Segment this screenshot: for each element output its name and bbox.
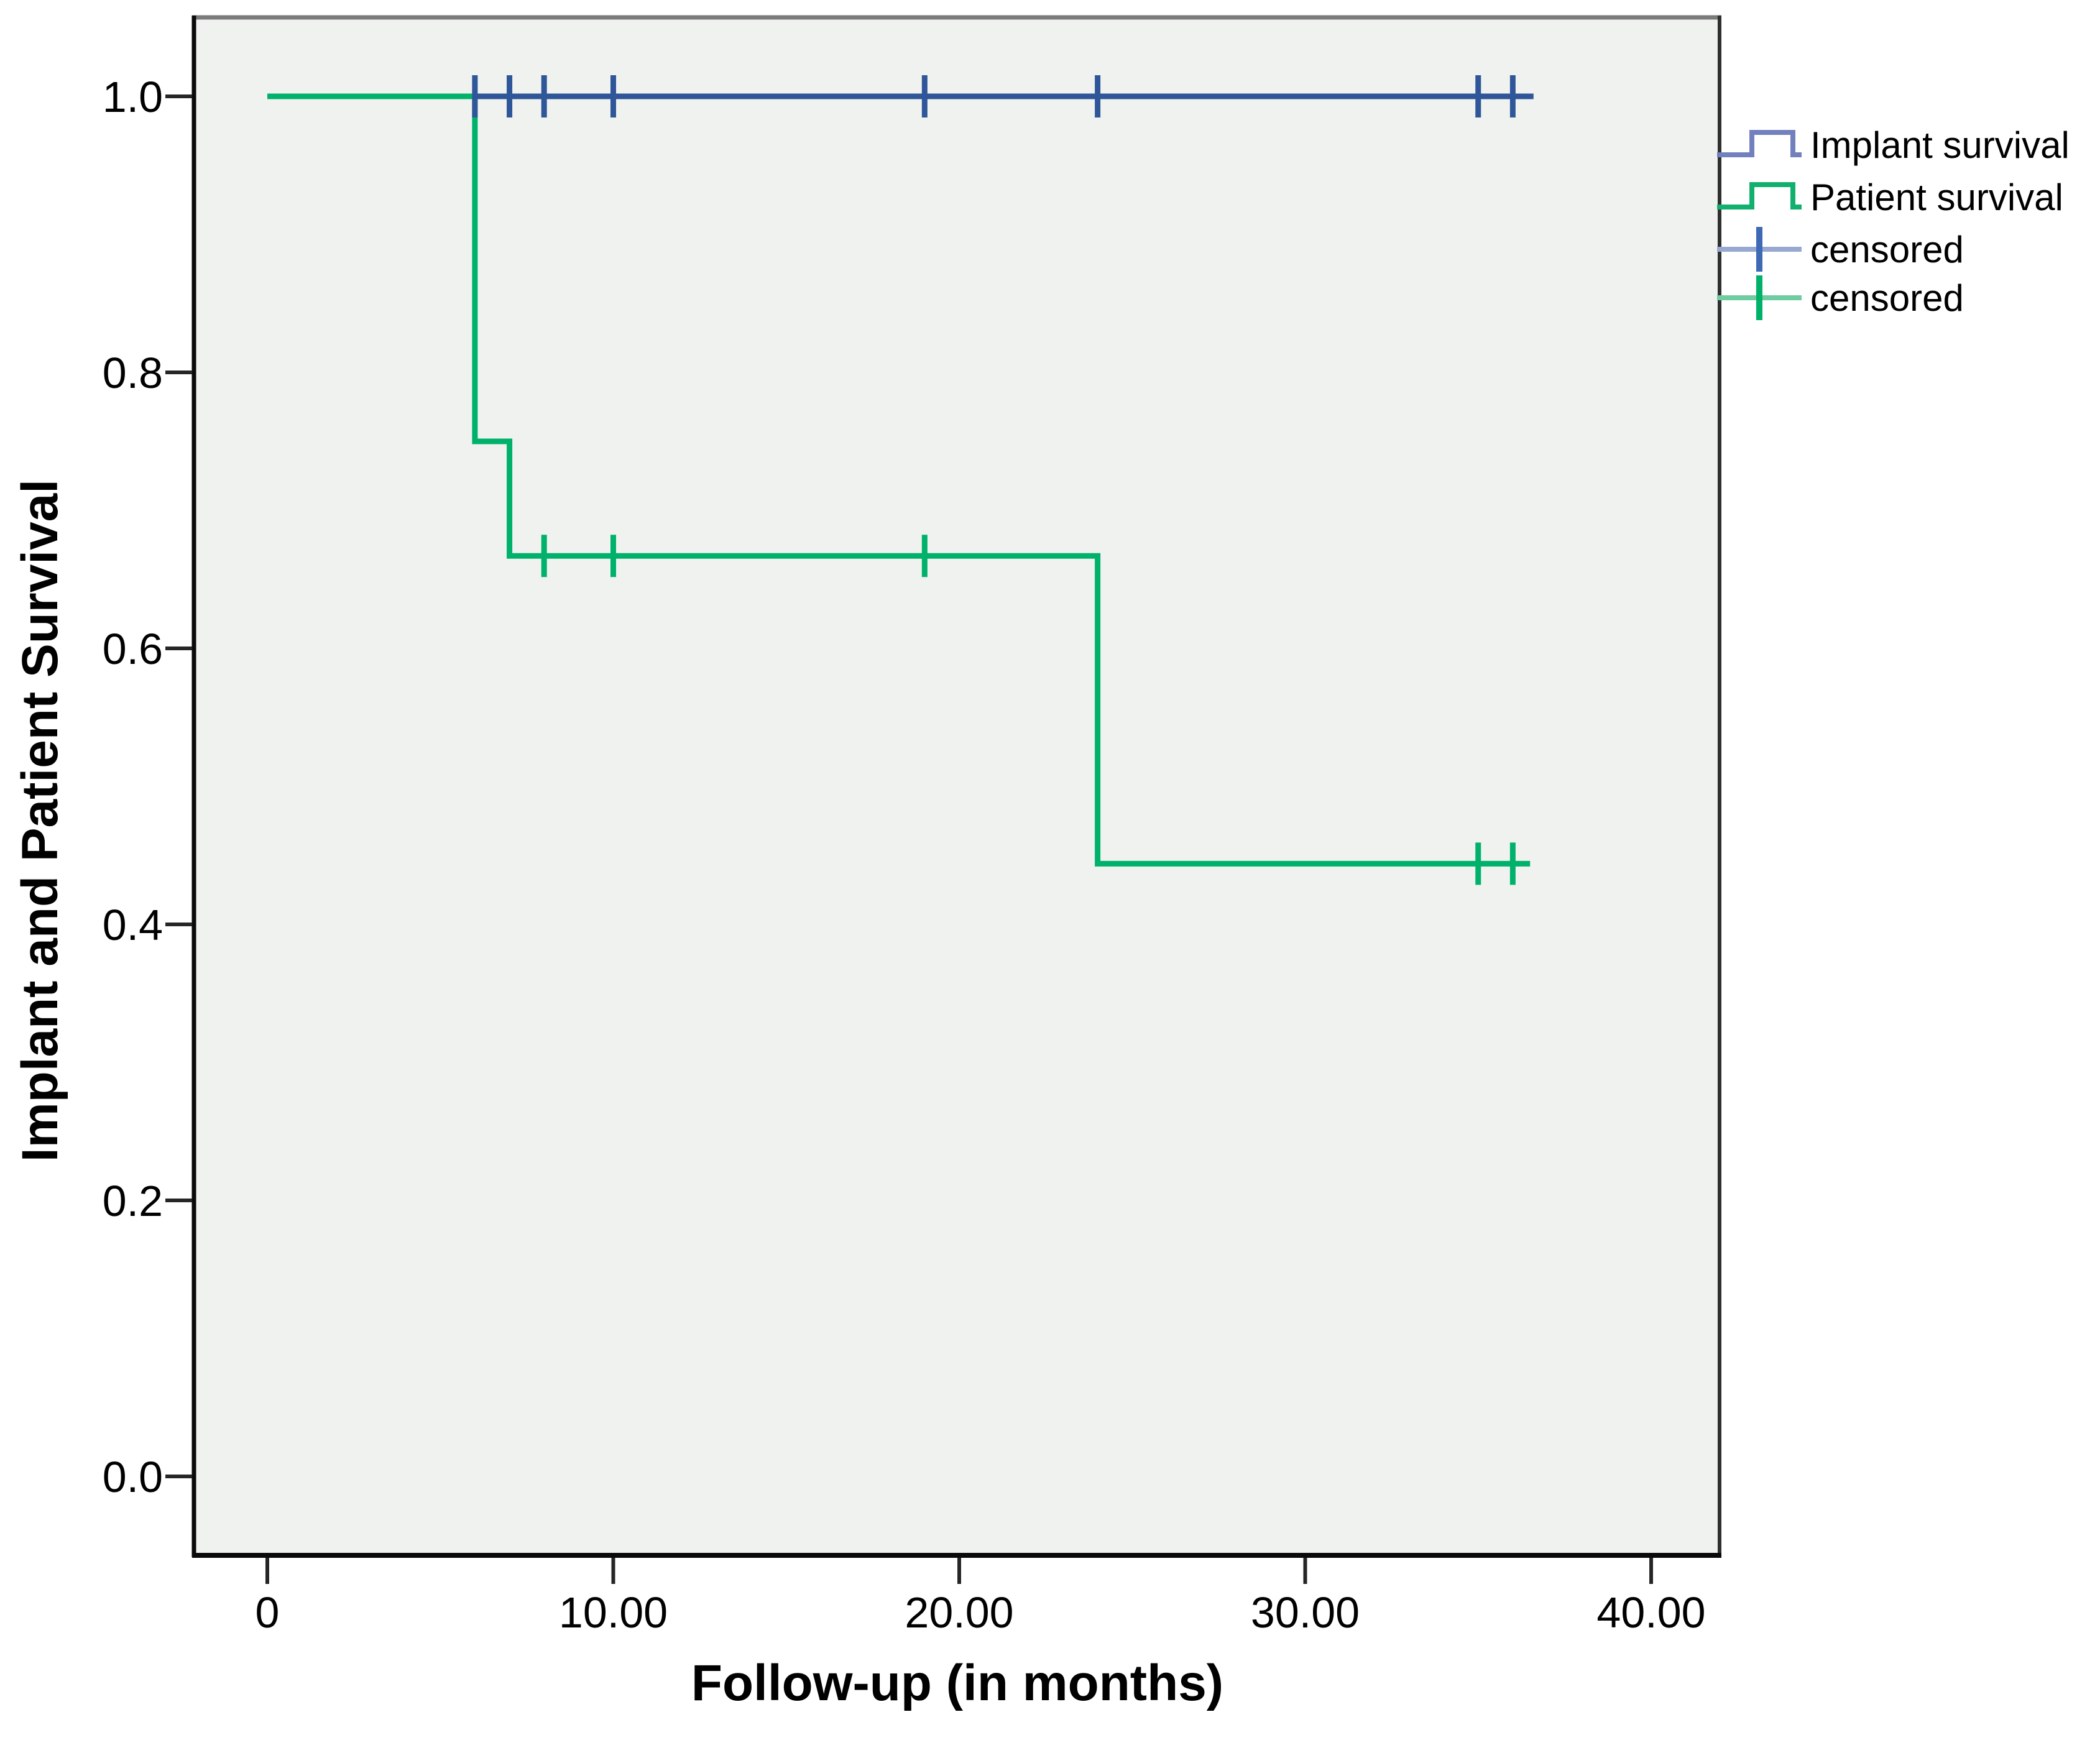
implant-step-icon: [1717, 130, 1802, 157]
legend-label: censored: [1810, 277, 1964, 319]
y-tick-label: 0.6: [103, 625, 163, 673]
patient-step-icon: [1717, 182, 1802, 209]
legend: Implant survival Patient survival censor…: [1717, 124, 2070, 320]
y-tick-label: 0.0: [103, 1453, 163, 1501]
legend-label: Implant survival: [1810, 124, 2070, 166]
legend-item-censored-implant: censored: [1717, 227, 1964, 272]
legend-label: censored: [1810, 229, 1964, 270]
patient-survival-line: [267, 93, 1531, 867]
legend-label: Patient survival: [1810, 177, 2063, 218]
y-axis: 0.0 0.2 0.4 0.6 0.8 1.0: [103, 73, 192, 1501]
y-tick-label: 0.8: [103, 349, 163, 397]
x-tick-label: 10.00: [559, 1588, 668, 1637]
patient-censor-marks: [541, 535, 1516, 885]
y-tick-label: 0.4: [103, 901, 163, 949]
x-tick-label: 40.00: [1596, 1588, 1705, 1637]
x-tick-label: 30.00: [1251, 1588, 1360, 1637]
x-tick-label: 20.00: [905, 1588, 1013, 1637]
y-axis-title: Implant and Patient Survival: [12, 479, 68, 1162]
y-tick-label: 0.2: [103, 1177, 163, 1225]
implant-censor-marks: [472, 75, 1516, 117]
x-tick-label: 0: [256, 1588, 280, 1637]
x-axis: 0 10.00 20.00 30.00 40.00: [256, 1558, 1706, 1637]
legend-item-patient-survival: Patient survival: [1717, 177, 2063, 218]
legend-item-implant-survival: Implant survival: [1717, 124, 2070, 166]
plot-area: [194, 17, 1720, 1555]
x-axis-title: Follow-up (in months): [691, 1655, 1223, 1711]
y-tick-label: 1.0: [103, 73, 163, 121]
legend-item-censored-patient: censored: [1717, 275, 1964, 320]
